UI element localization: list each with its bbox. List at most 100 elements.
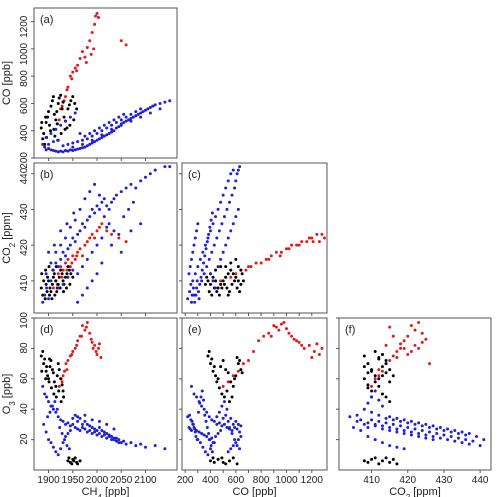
scatter-point <box>49 104 53 108</box>
scatter-point <box>427 430 431 434</box>
scatter-point <box>73 148 77 152</box>
scatter-point <box>54 250 58 254</box>
scatter-point <box>85 286 89 290</box>
scatter-point <box>60 107 64 111</box>
scatter-point <box>95 131 99 135</box>
scatter-point <box>100 261 104 265</box>
scatter-point <box>67 456 71 460</box>
scatter-point <box>262 334 266 338</box>
scatter-point <box>395 356 399 360</box>
scatter-point <box>51 371 55 375</box>
panel-d-xtick-label: 1950 <box>62 475 85 486</box>
scatter-point <box>146 107 150 111</box>
scatter-point <box>257 339 261 343</box>
scatter-point <box>107 433 111 437</box>
scatter-point <box>191 422 195 426</box>
scatter-point <box>370 384 374 388</box>
scatter-point <box>446 438 450 442</box>
scatter-point <box>320 232 324 236</box>
scatter-point <box>234 179 238 183</box>
scatter-point <box>235 172 239 176</box>
scatter-point <box>384 421 388 425</box>
scatter-point <box>231 222 235 226</box>
scatter-point <box>203 243 207 247</box>
scatter-point <box>56 415 60 419</box>
scatter-point <box>83 413 87 417</box>
scatter-point <box>71 70 75 74</box>
scatter-point <box>122 121 126 125</box>
scatter-point <box>373 456 377 460</box>
scatter-point <box>210 450 214 454</box>
scatter-point <box>110 127 114 131</box>
scatter-point <box>78 416 82 420</box>
scatter-point <box>391 374 395 378</box>
scatter-point <box>80 222 84 226</box>
scatter-point <box>53 293 57 297</box>
scatter-point <box>224 413 228 417</box>
scatter-point <box>310 356 314 360</box>
scatter-point <box>190 419 194 423</box>
scatter-point <box>66 247 70 251</box>
scatter-point <box>209 444 213 448</box>
scatter-point <box>388 428 392 432</box>
panel-b-ytick-label: 420 <box>19 239 30 256</box>
scatter-point <box>384 456 388 460</box>
scatter-point <box>235 356 239 360</box>
scatter-point <box>366 383 370 387</box>
scatter-point <box>210 418 214 422</box>
scatter-point <box>117 441 121 445</box>
scatter-point <box>44 369 48 373</box>
scatter-point <box>267 257 271 261</box>
scatter-point <box>83 427 87 431</box>
scatter-point <box>231 374 235 378</box>
panel-d-xtick-label: 2050 <box>110 475 133 486</box>
scatter-point <box>384 362 388 366</box>
scatter-point <box>47 110 51 114</box>
scatter-point <box>158 101 162 105</box>
panel-d-xtick-label: 2100 <box>134 475 157 486</box>
scatter-point <box>59 268 63 272</box>
scatter-point <box>402 346 406 350</box>
scatter-point <box>61 150 65 154</box>
scatter-point <box>315 232 319 236</box>
scatter-point <box>51 286 55 290</box>
scatter-point <box>233 425 237 429</box>
scatter-point <box>208 225 212 229</box>
panel-a-ylabel: CO [ppb] <box>1 61 13 105</box>
scatter-point <box>73 346 77 350</box>
scatter-point <box>380 427 384 431</box>
scatter-point <box>200 432 204 436</box>
scatter-point <box>202 433 206 437</box>
scatter-point <box>370 418 374 422</box>
scatter-point <box>61 282 65 286</box>
scatter-point <box>409 430 413 434</box>
scatter-point <box>80 138 84 142</box>
scatter-point <box>68 424 72 428</box>
scatter-point <box>274 250 278 254</box>
scatter-point <box>464 433 468 437</box>
scatter-point <box>230 395 234 399</box>
scatter-point <box>208 447 212 451</box>
scatter-point <box>148 172 152 176</box>
scatter-point <box>366 421 370 425</box>
scatter-point <box>88 142 92 146</box>
scatter-point <box>47 297 51 301</box>
scatter-point <box>236 265 240 269</box>
scatter-point <box>413 343 417 347</box>
scatter-point <box>384 343 388 347</box>
panel-f-xtick-label: 410 <box>363 475 380 486</box>
scatter-point <box>50 404 54 408</box>
scatter-point <box>431 424 435 428</box>
scatter-point <box>249 265 253 269</box>
scatter-point <box>317 240 321 244</box>
scatter-point <box>362 377 366 381</box>
scatter-point <box>362 459 366 463</box>
scatter-point <box>222 400 226 404</box>
panel-c-label: (c) <box>188 169 201 181</box>
scatter-point <box>62 290 66 294</box>
scatter-point <box>236 422 240 426</box>
scatter-point <box>64 95 68 99</box>
scatter-point <box>203 413 207 417</box>
scatter-point <box>219 279 223 283</box>
scatter-point <box>190 293 194 297</box>
